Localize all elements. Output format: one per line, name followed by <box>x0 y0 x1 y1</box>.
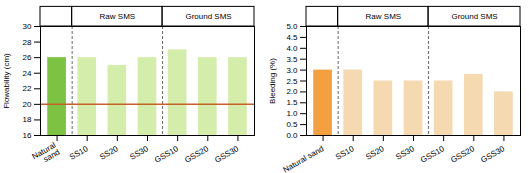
svg-text:Ground SMS: Ground SMS <box>185 12 231 21</box>
svg-text:26: 26 <box>23 53 32 62</box>
svg-text:Flowability (cm): Flowability (cm) <box>2 53 11 109</box>
svg-text:28: 28 <box>23 38 32 47</box>
svg-text:0.5: 0.5 <box>286 120 298 129</box>
svg-text:30: 30 <box>23 22 32 31</box>
svg-text:3.5: 3.5 <box>286 55 298 64</box>
svg-text:2.0: 2.0 <box>286 87 298 96</box>
svg-text:SS30: SS30 <box>128 144 150 162</box>
svg-text:SS10: SS10 <box>334 144 356 162</box>
svg-text:SS10: SS10 <box>68 144 90 162</box>
svg-text:3.0: 3.0 <box>286 66 298 75</box>
svg-text:GSS30: GSS30 <box>213 144 240 165</box>
svg-text:Naturalsand: Naturalsand <box>31 141 62 169</box>
svg-text:Ground SMS: Ground SMS <box>451 12 497 21</box>
svg-text:Raw SMS: Raw SMS <box>366 12 402 21</box>
svg-text:GSS20: GSS20 <box>183 144 210 165</box>
svg-text:Bleeding (%): Bleeding (%) <box>268 58 277 104</box>
svg-text:1.0: 1.0 <box>286 109 298 118</box>
svg-text:GSS10: GSS10 <box>419 144 446 165</box>
svg-text:20: 20 <box>23 100 32 109</box>
svg-text:SS20: SS20 <box>98 144 120 162</box>
svg-text:24: 24 <box>23 69 32 78</box>
svg-text:SS20: SS20 <box>364 144 386 162</box>
svg-text:Natural sand: Natural sand <box>282 144 326 173</box>
svg-text:22: 22 <box>23 84 32 93</box>
svg-text:16: 16 <box>23 131 32 140</box>
svg-text:0.0: 0.0 <box>286 131 298 140</box>
svg-text:4.5: 4.5 <box>286 33 298 42</box>
svg-text:18: 18 <box>23 115 32 124</box>
svg-text:1.5: 1.5 <box>286 98 298 107</box>
svg-text:2.5: 2.5 <box>286 77 298 86</box>
svg-text:GSS30: GSS30 <box>479 144 506 165</box>
svg-text:4.0: 4.0 <box>286 44 298 53</box>
svg-text:5.0: 5.0 <box>286 22 298 31</box>
svg-text:GSS10: GSS10 <box>153 144 180 165</box>
svg-text:GSS20: GSS20 <box>449 144 476 165</box>
svg-text:Raw SMS: Raw SMS <box>100 12 136 21</box>
svg-text:SS30: SS30 <box>394 144 416 162</box>
